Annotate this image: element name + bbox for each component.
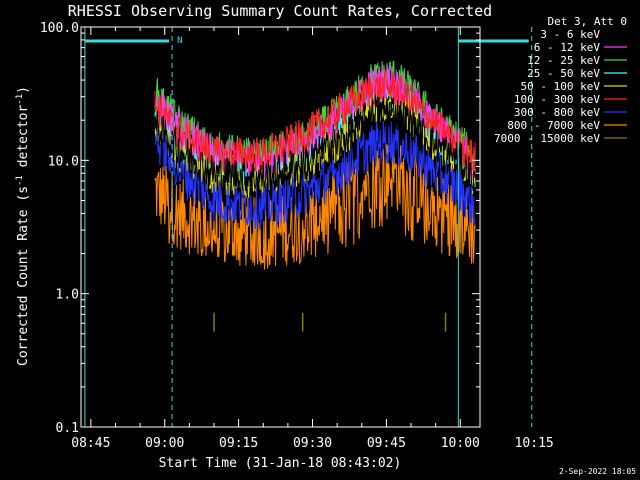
night-marker-label: N — [177, 36, 182, 46]
legend-entry-label: 12 - 25 keV — [527, 54, 600, 67]
markers-layer: N — [84, 27, 533, 427]
legend-entry-label: 300 - 800 keV — [514, 106, 600, 119]
x-tick-label: 08:45 — [71, 436, 110, 451]
legend-header: Det 3, Att 0 — [548, 15, 627, 28]
legend-entry-label: 3 - 6 keV — [540, 28, 600, 41]
x-axis-label: Start Time (31-Jan-18 08:43:02) — [159, 456, 402, 471]
legend-entry-label: 7000 - 15000 keV — [494, 132, 600, 145]
plot-frame — [80, 26, 481, 428]
y-tick-label: 1.0 — [56, 288, 79, 303]
series-line-0 — [154, 96, 476, 194]
series-line-6 — [154, 120, 476, 230]
x-tick-label: 09:00 — [145, 436, 184, 451]
x-tick-label: 09:15 — [219, 436, 258, 451]
y-tick-label: 100.0 — [40, 21, 79, 36]
chart-title: RHESSI Observing Summary Count Rates, Co… — [68, 2, 492, 20]
axes-layer: 0.1 1.0 10.0 100.0 08:45 09:00 09:15 09:30 09:45… — [40, 21, 554, 451]
x-tick-label: 10:00 — [441, 436, 480, 451]
legend-entry-label: 800 - 7000 keV — [507, 119, 600, 132]
series-line-5 — [154, 69, 476, 175]
print-date: 2-Sep-2022 18:05 — [559, 467, 636, 476]
x-tick-label: 09:30 — [293, 436, 332, 451]
y-tick-label: 10.0 — [48, 154, 79, 169]
legend-entry-label: 50 - 100 keV — [521, 80, 601, 93]
x-tick-label: 10:15 — [515, 436, 554, 451]
y-tick-label: 0.1 — [56, 421, 79, 436]
series-line-7 — [154, 143, 476, 270]
series-layer — [154, 60, 476, 332]
legend-entry-label: 100 - 300 keV — [514, 93, 600, 106]
x-tick-label: 09:45 — [367, 436, 406, 451]
legend-entry-label: 25 - 50 keV — [527, 67, 600, 80]
y-axis-label: Corrected Count Rate (s-1 detector-1) — [15, 86, 31, 366]
legend-entry-label: 6 - 12 keV — [534, 41, 601, 54]
